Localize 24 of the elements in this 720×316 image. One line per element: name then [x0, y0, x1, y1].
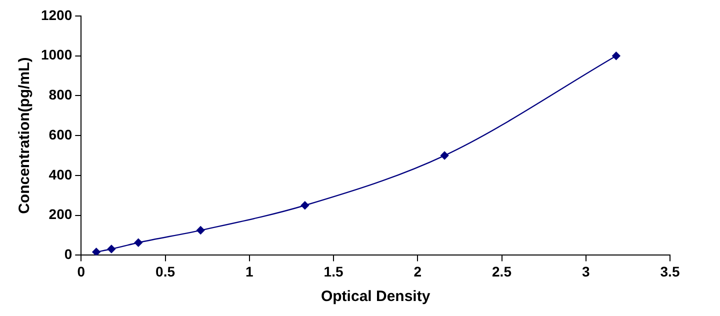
point — [440, 151, 449, 160]
point — [92, 248, 100, 256]
y-tick-label: 1000 — [40, 46, 72, 63]
point — [107, 244, 116, 254]
x-tick-label: 2 — [414, 263, 422, 280]
x-axis-title: Optical Density — [320, 288, 431, 306]
point — [134, 238, 142, 247]
point — [196, 226, 205, 234]
y-tick-label: 800 — [48, 86, 72, 103]
y-tick-label: 400 — [48, 166, 72, 182]
x-tick-label: 3.5 — [660, 263, 680, 280]
y-tick-label: 600 — [48, 126, 72, 142]
point — [300, 201, 310, 210]
y-axis-title: Concentration(pg/mL) — [16, 57, 34, 214]
point — [612, 52, 620, 60]
x-tick-label: 0 — [77, 263, 86, 280]
x-tick-label: 1 — [245, 263, 254, 280]
x-tick-label: 2.5 — [492, 263, 512, 280]
y-tick-label: 200 — [48, 206, 72, 222]
x-tick-label: 3 — [582, 263, 590, 280]
x-tick-label: 0.5 — [156, 263, 176, 280]
x-tick-label: 1.5 — [324, 263, 344, 280]
y-tick-label: 0 — [64, 246, 72, 262]
y-tick-label: 1200 — [40, 6, 72, 23]
